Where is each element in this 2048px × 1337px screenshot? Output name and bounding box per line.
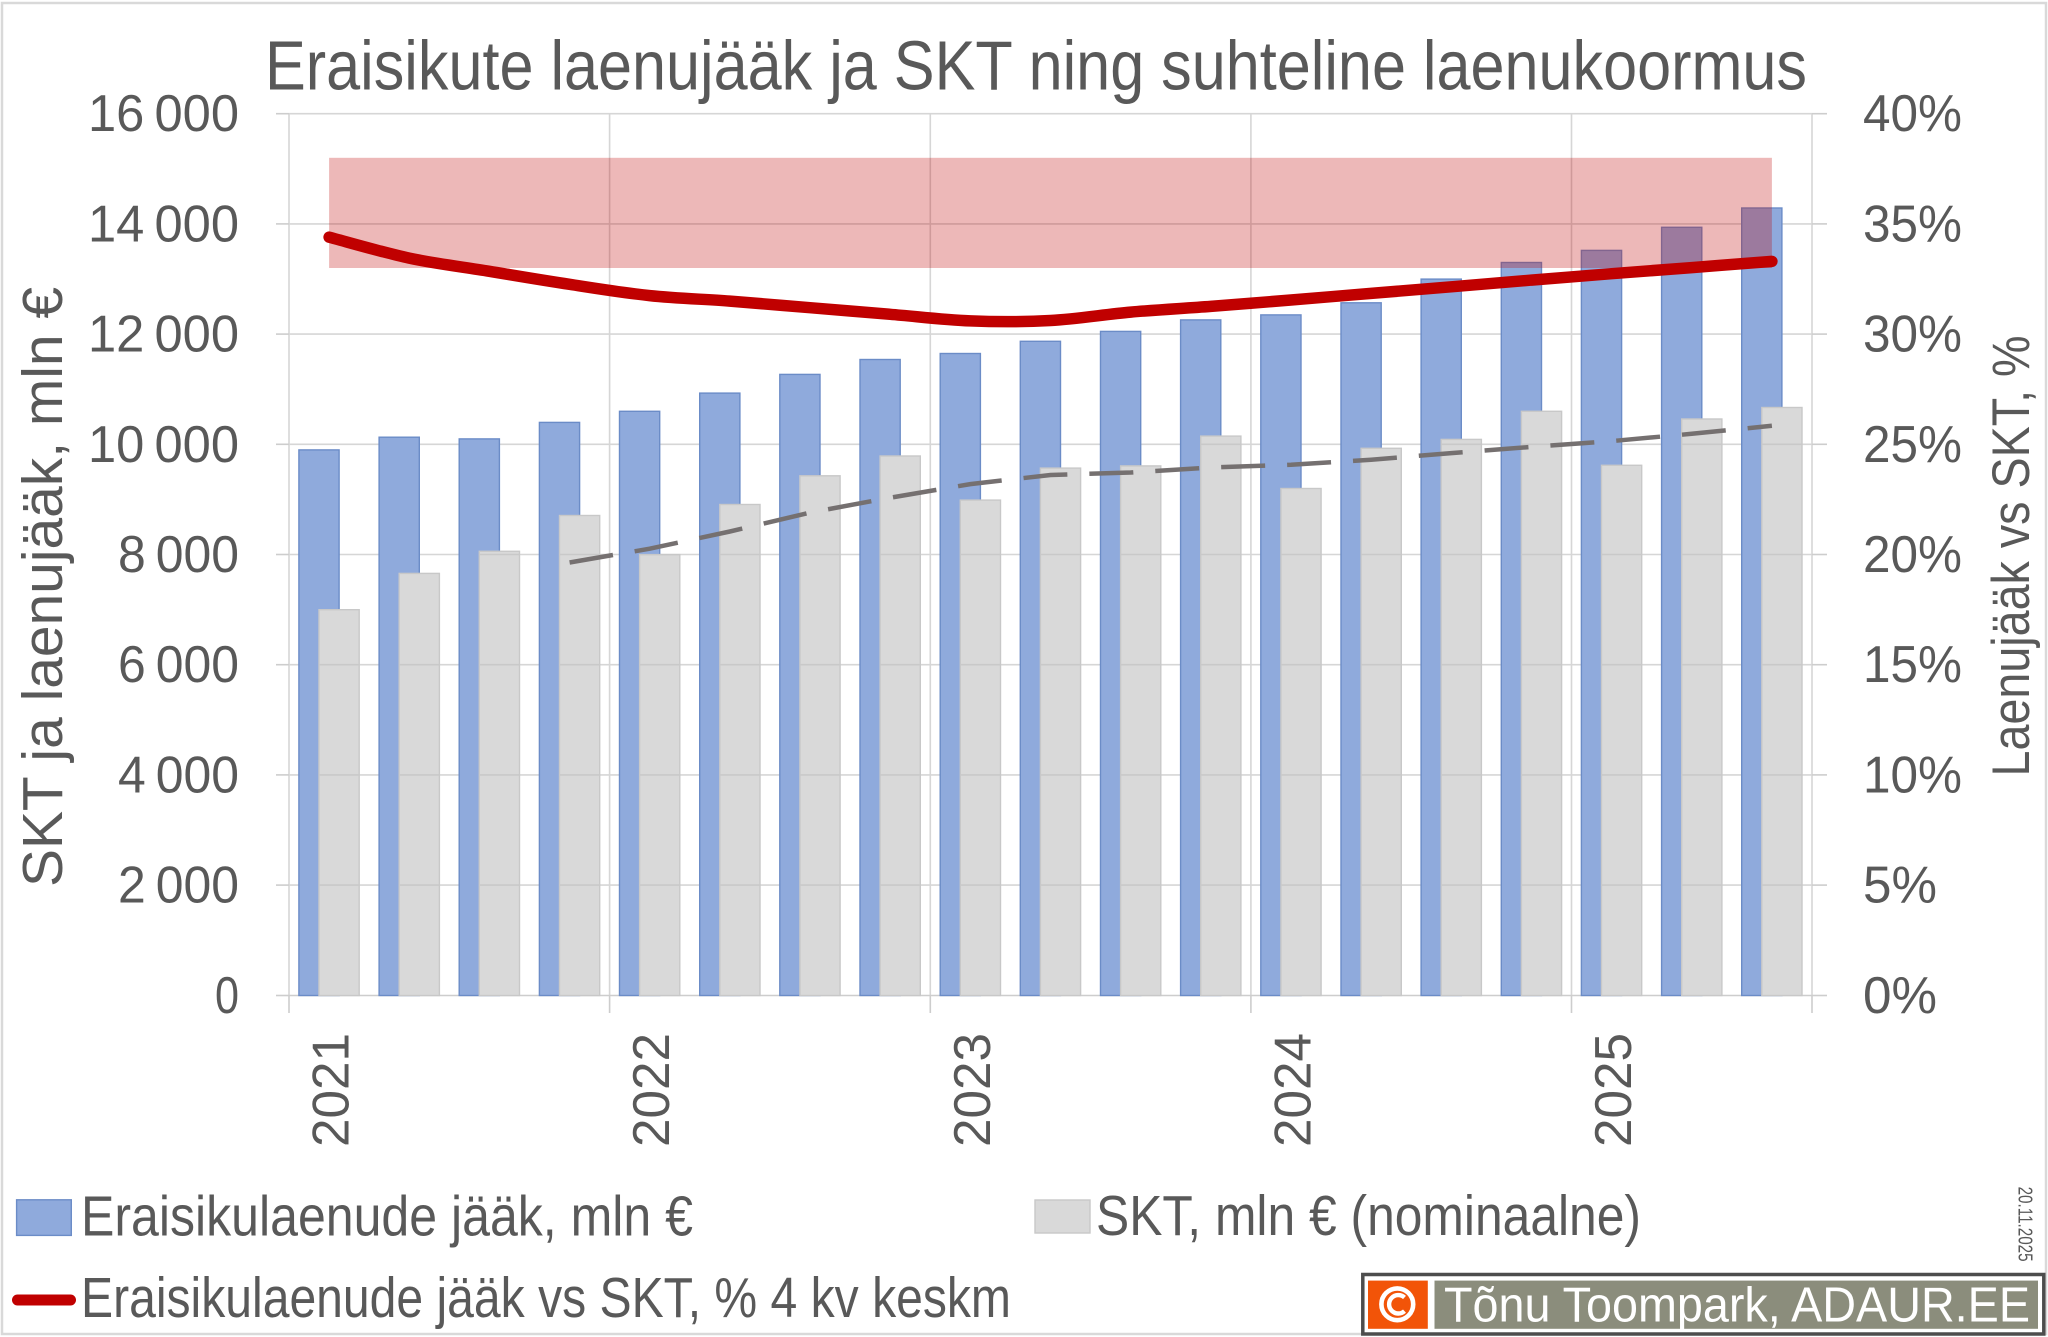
svg-text:25%: 25% [1863,416,1962,474]
svg-text:20.11.2025: 20.11.2025 [2014,1187,2036,1262]
svg-text:4 000: 4 000 [118,746,239,804]
svg-text:Laenujääk vs SKT, %: Laenujääk vs SKT, % [1982,336,2041,777]
svg-text:Eraisikulaenude jääk vs SKT, %: Eraisikulaenude jääk vs SKT, % 4 kv kesk… [81,1266,1011,1330]
svg-text:2023: 2023 [944,1033,1002,1147]
svg-text:SKT ja laenujääk, mln €: SKT ja laenujääk, mln € [11,287,75,887]
svg-text:0: 0 [215,967,239,1025]
svg-text:20%: 20% [1863,526,1962,584]
svg-text:2 000: 2 000 [118,857,239,915]
svg-text:30%: 30% [1863,306,1962,364]
svg-text:2024: 2024 [1265,1033,1323,1147]
svg-text:Eraisikulaenude jääk, mln €: Eraisikulaenude jääk, mln € [81,1185,693,1249]
svg-text:10%: 10% [1863,746,1962,804]
svg-text:12 000: 12 000 [88,306,239,364]
svg-text:5%: 5% [1863,857,1937,915]
svg-text:2021: 2021 [303,1033,361,1147]
svg-text:0%: 0% [1863,967,1937,1025]
svg-text:2022: 2022 [623,1033,681,1147]
svg-text:SKT, mln € (nominaalne): SKT, mln € (nominaalne) [1096,1184,1641,1248]
svg-text:15%: 15% [1863,636,1962,694]
svg-text:35%: 35% [1863,195,1962,253]
svg-text:Tõnu Toompark, ADAUR.EE: Tõnu Toompark, ADAUR.EE [1444,1278,2030,1332]
svg-text:2025: 2025 [1585,1033,1643,1147]
svg-text:16 000: 16 000 [88,85,239,143]
svg-text:Eraisikute laenujääk ja SKT ni: Eraisikute laenujääk ja SKT ning suhteli… [265,27,1807,105]
svg-text:10 000: 10 000 [88,416,239,474]
svg-text:8 000: 8 000 [118,526,239,584]
svg-text:14 000: 14 000 [88,195,239,253]
svg-text:40%: 40% [1863,85,1962,143]
svg-text:6 000: 6 000 [118,636,239,694]
